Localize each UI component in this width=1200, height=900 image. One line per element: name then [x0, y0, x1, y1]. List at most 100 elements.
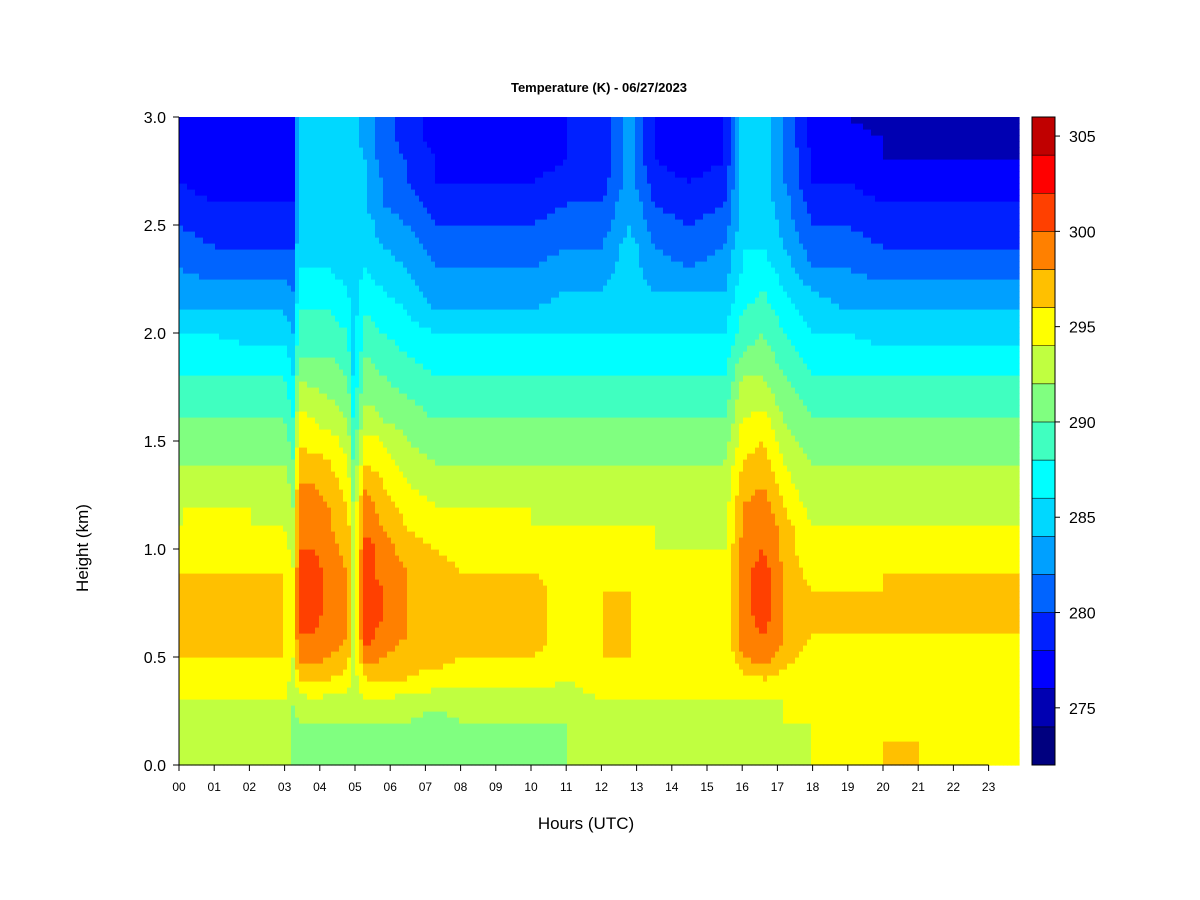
heatmap-cell — [287, 339, 292, 346]
heatmap-cell — [195, 255, 200, 262]
heatmap-cell — [255, 129, 260, 136]
heatmap-cell — [231, 699, 236, 706]
heatmap-cell — [195, 147, 200, 154]
heatmap-cell — [179, 237, 184, 244]
heatmap-cell — [215, 441, 220, 448]
heatmap-cell — [203, 579, 208, 586]
heatmap-cell — [203, 729, 208, 736]
heatmap-cell — [331, 651, 336, 658]
heatmap-cell — [179, 381, 184, 388]
heatmap-cell — [203, 261, 208, 268]
heatmap-cell — [187, 459, 192, 466]
heatmap-cell — [315, 351, 320, 358]
heatmap-cell — [271, 537, 276, 544]
heatmap-cell — [251, 621, 256, 628]
heatmap-cell — [331, 687, 336, 694]
heatmap-cell — [315, 447, 320, 454]
heatmap-cell — [223, 489, 228, 496]
heatmap-cell — [235, 741, 240, 748]
heatmap-cell — [247, 621, 252, 628]
heatmap-cell — [211, 285, 216, 292]
heatmap-cell — [183, 609, 188, 616]
heatmap-cell — [287, 183, 292, 190]
heatmap-cell — [315, 693, 320, 700]
heatmap-cell — [307, 201, 312, 208]
heatmap-cell — [239, 297, 244, 304]
heatmap-cell — [179, 219, 184, 226]
heatmap-cell — [347, 585, 352, 592]
heatmap-cell — [311, 585, 316, 592]
heatmap-cell — [187, 279, 192, 286]
heatmap-cell — [267, 213, 272, 220]
heatmap-cell — [255, 363, 260, 370]
heatmap-cell — [223, 273, 228, 280]
heatmap-cell — [203, 705, 208, 712]
heatmap-cell — [271, 645, 276, 652]
heatmap-cell — [191, 501, 196, 508]
heatmap-cell — [195, 225, 200, 232]
heatmap-cell — [343, 375, 348, 382]
heatmap-cell — [339, 117, 344, 124]
heatmap-cell — [187, 411, 192, 418]
heatmap-cell — [183, 729, 188, 736]
heatmap-cell — [307, 729, 312, 736]
heatmap-cell — [335, 741, 340, 748]
heatmap-cell — [195, 489, 200, 496]
heatmap-cell — [283, 507, 288, 514]
heatmap-cell — [179, 549, 184, 556]
heatmap-cell — [315, 735, 320, 742]
heatmap-cell — [199, 531, 204, 538]
heatmap-cell — [295, 429, 300, 436]
heatmap-cell — [291, 525, 296, 532]
heatmap-cell — [287, 177, 292, 184]
heatmap-cell — [347, 309, 352, 316]
heatmap-cell — [239, 693, 244, 700]
heatmap-cell — [227, 459, 232, 466]
heatmap-cell — [271, 723, 276, 730]
heatmap-cell — [347, 471, 352, 478]
heatmap-cell — [347, 465, 352, 472]
heatmap-cell — [211, 321, 216, 328]
heatmap-cell — [251, 675, 256, 682]
heatmap-cell — [327, 351, 332, 358]
heatmap-cell — [243, 693, 248, 700]
heatmap-cell — [243, 459, 248, 466]
heatmap-cell — [291, 651, 296, 658]
heatmap-cell — [331, 417, 336, 424]
heatmap-cell — [303, 273, 308, 280]
heatmap-cell — [331, 135, 336, 142]
heatmap-cell — [279, 195, 284, 202]
heatmap-cell — [279, 243, 284, 250]
heatmap-cell — [215, 303, 220, 310]
heatmap-cell — [219, 345, 224, 352]
heatmap-cell — [223, 753, 228, 760]
heatmap-cell — [235, 669, 240, 676]
heatmap-cell — [279, 213, 284, 220]
heatmap-cell — [227, 501, 232, 508]
heatmap-cell — [279, 645, 284, 652]
heatmap-cell — [183, 321, 188, 328]
heatmap-cell — [279, 363, 284, 370]
heatmap-cell — [323, 261, 328, 268]
heatmap-cell — [359, 219, 364, 226]
heatmap-cell — [195, 459, 200, 466]
heatmap-cell — [203, 399, 208, 406]
heatmap-cell — [243, 219, 248, 226]
heatmap-cell — [295, 153, 300, 160]
heatmap-cell — [339, 489, 344, 496]
heatmap-cell — [299, 447, 304, 454]
heatmap-cell — [259, 183, 264, 190]
heatmap-cell — [311, 459, 316, 466]
heatmap-cell — [315, 435, 320, 442]
heatmap-cell — [279, 573, 284, 580]
heatmap-cell — [319, 561, 324, 568]
heatmap-cell — [291, 429, 296, 436]
heatmap-cell — [275, 279, 280, 286]
heatmap-cell — [279, 429, 284, 436]
heatmap-cell — [343, 597, 348, 604]
heatmap-cell — [247, 291, 252, 298]
heatmap-cell — [215, 189, 220, 196]
heatmap-cell — [203, 129, 208, 136]
heatmap-cell — [303, 447, 308, 454]
heatmap-cell — [263, 615, 268, 622]
